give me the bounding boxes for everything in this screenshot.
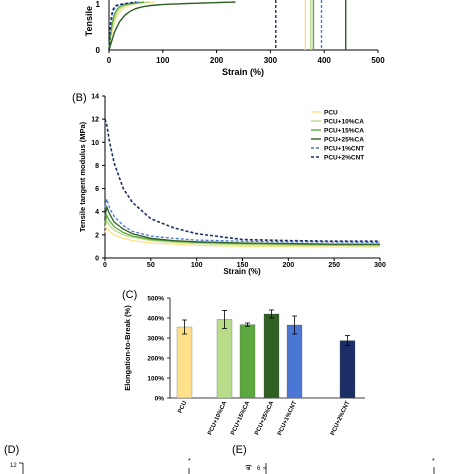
legend-label-CNT2: PCU+2%CNT — [324, 155, 364, 162]
panel-e-label: (E) — [232, 444, 247, 456]
panel-c-bar-CA25 — [263, 313, 280, 399]
panel-c-y-tick-label: 200% — [147, 356, 164, 363]
panel-c-category-label: PCU+2%CNT — [330, 400, 351, 437]
panel-c-category-label: PCU+10%CA — [207, 400, 228, 437]
panel-b-series-CA10 — [104, 219, 381, 247]
panel-b-y-tick-label: 14 — [91, 94, 99, 101]
panel-a-x-tick-label: 300 — [264, 56, 278, 65]
panel-c-y-tick-label: 300% — [147, 336, 164, 343]
panel-a-x-tick-label: 0 — [107, 56, 112, 65]
panel-e-y-tick: 6 — [257, 466, 261, 472]
panel-b-x-tick-label: 50 — [147, 262, 155, 269]
panel-c-y-tick-label: 100% — [147, 376, 164, 383]
panel-b-series-CA25 — [104, 204, 380, 245]
panel-b-y-tick-label: 0 — [95, 256, 99, 263]
panel-b-series-CNT1 — [104, 196, 381, 244]
panel-a-curve-CA25 — [108, 1, 236, 51]
panel-a-curve-PCU — [108, 1, 155, 51]
panel-b-label: (B) — [72, 92, 87, 104]
panel-a-curve-CNT2 — [108, 1, 137, 51]
panel-a-x-label: Strain (%) — [222, 67, 264, 77]
panel-c-category-label: PCU+25%CA — [254, 400, 275, 437]
legend-label-PCU: PCU — [324, 110, 338, 117]
panel-b-x-label: Strain (%) — [223, 267, 261, 276]
panel-c-bar-CNT1 — [286, 324, 303, 399]
panel-b-legend: PCU PCU+10%CA PCU+15%CA PCU+25%CA PCU+1%CNT P… — [311, 110, 364, 162]
panel-c-bar-CA10 — [216, 319, 233, 399]
panel-a-x-tick-label: 500 — [371, 56, 385, 65]
panel-c-bar-CA15 — [239, 324, 256, 399]
panel-e-y-label: a) — [246, 465, 252, 470]
panel-d: (D) 12 * — [4, 444, 191, 474]
panel-a-x-tick-label: 400 — [318, 56, 332, 65]
panel-b-y-tick-label: 4 — [95, 209, 99, 216]
panel-c-category-label: PCU+15%CA — [230, 400, 251, 437]
panel-a-curve-CNT1 — [108, 1, 139, 51]
panel-c-y-tick-label: 500% — [147, 296, 164, 303]
panel-b-x-tick-label: 0 — [103, 262, 107, 269]
panel-a-x-tick-label: 200 — [210, 56, 224, 65]
panel-a-y-label: Tensile — [84, 6, 94, 36]
panel-d-label: (D) — [4, 444, 19, 456]
panel-e-asterisk: * — [432, 458, 435, 465]
panel-a-y-tick-1: 1 — [96, 0, 101, 9]
panel-b-x-tick-label: 150 — [237, 262, 249, 269]
panel-b-series-PCU — [104, 226, 380, 248]
panel-c-label: (C) — [122, 289, 137, 301]
panel-c-y-tick-label: 0% — [155, 396, 165, 403]
legend-label-CA25: PCU+25%CA — [324, 137, 364, 144]
panel-b-y-label: Tensile tangent modulus (MPa) — [78, 121, 87, 232]
panel-b-y-tick-label: 12 — [91, 117, 99, 124]
panel-c: (C) Elongation-to-Break (%) 0% 100% 200% 30… — [122, 289, 365, 437]
panel-b-x-tick-label: 250 — [328, 262, 340, 269]
panel-a-x-tick-label: 100 — [156, 56, 170, 65]
panel-b-y-tick-label: 8 — [95, 163, 99, 170]
legend-label-CA10: PCU+10%CA — [324, 119, 364, 126]
panel-a-curve-CA10 — [108, 1, 150, 51]
panel-c-category-label: PCU — [178, 400, 189, 414]
panel-b-x-tick-label: 100 — [191, 262, 203, 269]
legend-label-CA15: PCU+15%CA — [324, 128, 364, 135]
panel-b-x-tick-label: 200 — [282, 262, 294, 269]
panel-a-y-tick-0: 0 — [96, 46, 101, 55]
panel-c-y-tick-label: 400% — [147, 316, 164, 323]
panel-b-y-tick-label: 2 — [95, 232, 99, 239]
panel-c-category-label: PCU+1%CNT — [277, 400, 298, 437]
panel-b-x-tick-label: 300 — [374, 262, 386, 269]
panel-c-y-label: Elongation-to-Break (%) — [123, 305, 132, 391]
panel-b-y-tick-label: 6 — [95, 186, 99, 193]
panel-d-asterisk: * — [188, 458, 191, 465]
panel-c-bar-CNT2 — [339, 340, 356, 399]
panel-d-y-tick: 12 — [10, 463, 17, 469]
panel-b: (B) Tensile tangent modulus (MPa) Strain… — [72, 92, 386, 276]
panel-c-bar-PCU — [176, 326, 193, 399]
legend-label-CNT1: PCU+1%CNT — [324, 146, 364, 153]
panel-a: Tensile 1 0 0 100 200 300 400 500 Strain (%) — [84, 0, 385, 77]
panel-b-y-tick-label: 10 — [91, 140, 99, 147]
panel-e: (E) a) 6 * — [232, 444, 435, 474]
